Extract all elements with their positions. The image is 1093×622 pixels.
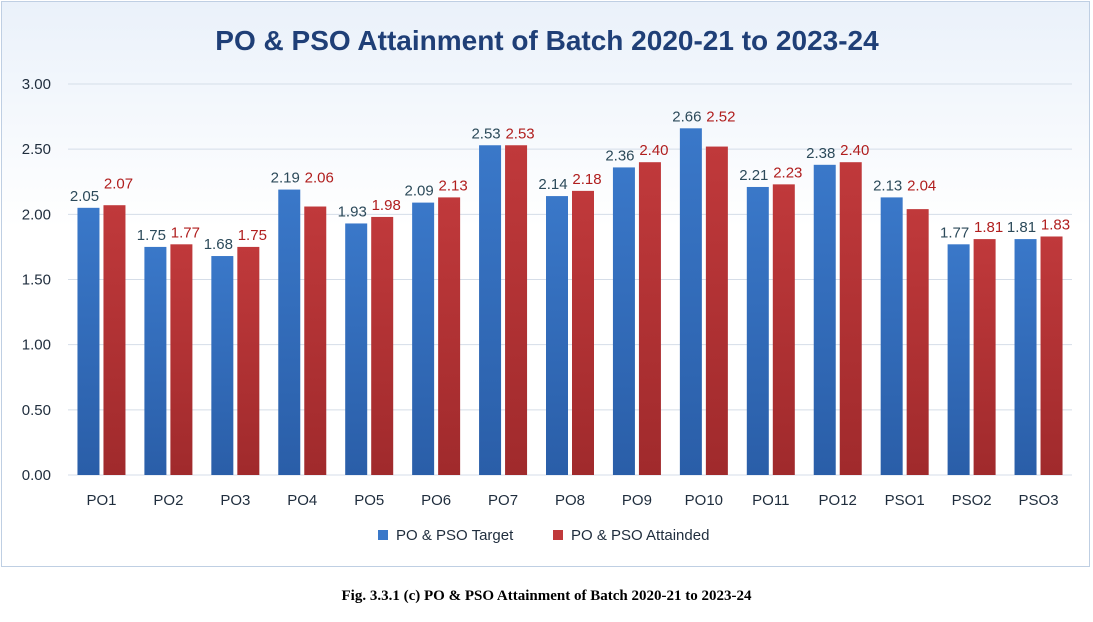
x-tick-label: PO1 (86, 492, 116, 509)
bar-attained-po1 (103, 205, 126, 475)
bar-attained-po9 (638, 162, 661, 475)
bar-attained-po2 (170, 244, 193, 475)
data-label-attained: 2.07 (104, 175, 133, 192)
bar-target-po7 (479, 145, 502, 476)
data-label-target: 2.38 (806, 145, 835, 162)
bar-attained-po4 (304, 206, 327, 475)
data-label-target: 1.75 (137, 227, 166, 244)
gridlines (68, 83, 1072, 476)
x-tick-label: PSO2 (952, 492, 992, 509)
bar-attained-po10 (705, 146, 728, 475)
data-label-target: 1.81 (1007, 219, 1036, 236)
data-label-target: 2.13 (873, 177, 902, 194)
bar-target-po3 (211, 256, 234, 475)
data-label-attained: 2.23 (773, 164, 802, 181)
legend-swatch-target (378, 530, 388, 540)
x-tick-label: PO3 (220, 492, 250, 509)
data-label-target: 2.09 (405, 183, 434, 200)
bar-target-po12 (813, 164, 836, 475)
y-tick-label: 1.00 (22, 337, 51, 354)
bar-attained-po12 (839, 162, 862, 475)
legend-swatch-attained (553, 530, 563, 540)
data-label-target: 2.19 (271, 170, 300, 187)
legend-label-target: PO & PSO Target (396, 527, 514, 544)
data-labels: 2.052.071.75 1.771.681.752.19 2.061.93 1.98… (70, 108, 1070, 253)
bar-attained-po6 (438, 197, 461, 475)
data-label-target: 2.21 (739, 167, 768, 184)
data-label-target: 2.53 (471, 125, 500, 142)
data-label-target: 2.36 (605, 147, 634, 164)
legend: PO & PSO Target PO & PSO Attainded (378, 527, 709, 544)
bar-attained-po11 (772, 184, 795, 475)
bar-target-po10 (679, 128, 702, 475)
bar-attained-po7 (505, 145, 528, 476)
bar-target-po2 (144, 246, 167, 475)
bar-target-po8 (546, 196, 568, 475)
data-label-attained: 1.98 (372, 197, 401, 214)
bar-target-po1 (77, 207, 100, 476)
y-tick-label: 2.50 (22, 141, 51, 158)
bars (77, 128, 1063, 476)
x-tick-label: PO12 (819, 492, 857, 509)
y-tick-label: 1.50 (22, 272, 51, 289)
bar-attained-pso1 (906, 209, 929, 475)
x-tick-label: PO5 (354, 492, 384, 509)
x-tick-label: PO10 (685, 492, 723, 509)
x-tick-label: PSO3 (1019, 492, 1059, 509)
figure-caption: Fig. 3.3.1 (c) PO & PSO Attainment of Ba… (341, 588, 752, 604)
x-tick-label: PO8 (555, 492, 585, 509)
x-tick-label: PO9 (622, 492, 652, 509)
bar-attained-pso3 (1040, 236, 1063, 475)
data-label-target: 2.05 (70, 188, 99, 205)
data-label-attained: 2.13 (439, 177, 468, 194)
bar-target-po9 (612, 167, 635, 475)
bar-attained-po3 (237, 246, 260, 475)
bar-target-pso1 (880, 197, 903, 475)
x-tick-label: PO4 (287, 492, 317, 509)
data-label-target: 2.14 (538, 176, 567, 193)
data-label-attained: 2.40 (639, 142, 668, 159)
x-axis-tick-labels: PO1 PO2 PO3 PO4 PO5 PO6 PO7 PO8 PO9 PO10 PO11 PO12 P… (86, 492, 1058, 509)
y-tick-label: 2.00 (22, 206, 51, 223)
data-label-attained: 2.52 (706, 108, 735, 125)
data-label-attained: 2.04 (907, 177, 936, 194)
chart-frame: PO & PSO Attainment of Batch 2020-21 to … (1, 1, 1090, 567)
data-label-target: 2.66 (672, 108, 701, 125)
x-tick-label: PO2 (153, 492, 183, 509)
bar-attained-pso2 (973, 239, 996, 475)
bar-target-po11 (746, 186, 769, 476)
data-label-target: 1.77 (940, 224, 969, 241)
data-label-attained: 2.40 (840, 142, 869, 159)
data-label-attained: 1.83 (1041, 216, 1070, 233)
bar-chart: PO & PSO Attainment of Batch 2020-21 to … (22, 25, 1072, 544)
bar-target-po5 (345, 223, 368, 475)
bar-target-pso3 (1014, 239, 1037, 475)
x-tick-label: PO7 (488, 492, 518, 509)
x-tick-label: PSO1 (885, 492, 925, 509)
x-tick-label: PO6 (421, 492, 451, 509)
bar-target-po4 (278, 189, 301, 475)
bar-target-pso2 (947, 244, 970, 475)
data-label-attained: 1.81 (974, 219, 1003, 236)
y-tick-label: 0.50 (22, 402, 51, 419)
x-tick-label: PO11 (752, 492, 789, 509)
data-label-attained: 2.06 (305, 170, 334, 187)
chart-title: PO & PSO Attainment of Batch 2020-21 to … (215, 25, 879, 56)
data-label-target: 1.68 (204, 236, 233, 253)
data-label-target: 1.93 (338, 203, 367, 220)
bar-target-po6 (412, 202, 435, 475)
y-axis-tick-labels: 0.00 0.50 1.00 1.50 2.00 2.50 3.00 (22, 76, 51, 484)
data-label-attained: 1.77 (171, 224, 200, 241)
y-tick-label: 0.00 (22, 467, 51, 484)
data-label-attained: 2.53 (505, 125, 534, 142)
y-tick-label: 3.00 (22, 76, 51, 93)
data-label-attained: 1.75 (238, 227, 267, 244)
bar-attained-po8 (572, 190, 594, 475)
legend-label-attained: PO & PSO Attainded (571, 527, 709, 544)
data-label-attained: 2.18 (572, 171, 601, 188)
bar-attained-po5 (371, 216, 394, 475)
